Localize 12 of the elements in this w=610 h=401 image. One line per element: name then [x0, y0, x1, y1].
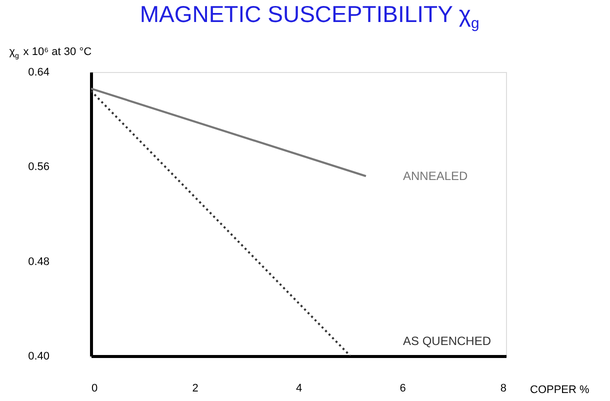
y-tick-label: 0.56 [28, 161, 50, 174]
y-tick-label: 0.64 [28, 66, 50, 78]
x-tick-label: 6 [400, 382, 406, 394]
y-tick-label: 0.48 [28, 256, 50, 268]
x-tick-label: 0 [92, 382, 98, 394]
text: AS QUENCHED [403, 334, 492, 348]
y-tick-label: 0.40 [28, 350, 50, 362]
x-axis-title: COPPER % [530, 384, 590, 396]
x-tick-label: 2 [192, 382, 198, 394]
x-tick-label: 8 [500, 382, 506, 394]
x-tick-label: 4 [296, 382, 302, 394]
text: ANNEALED [403, 169, 468, 184]
